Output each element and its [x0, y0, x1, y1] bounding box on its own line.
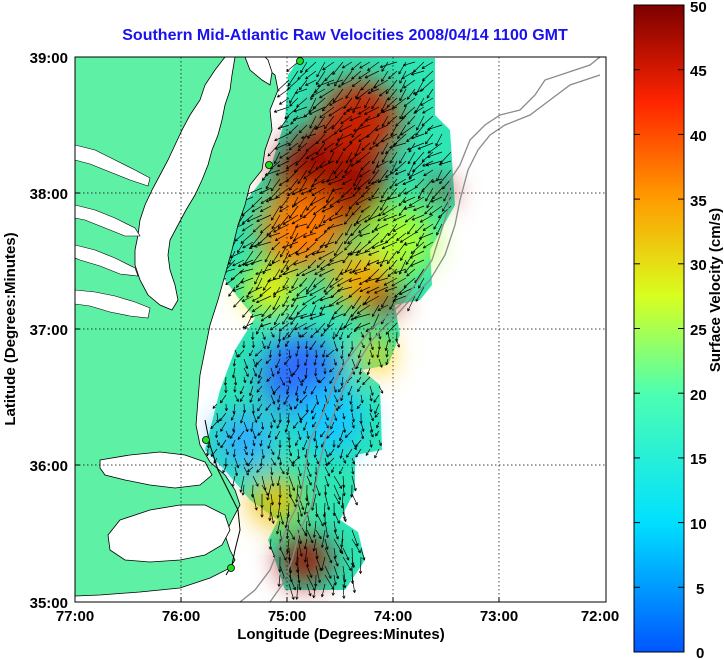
colorbar-tick-label: 25 — [690, 322, 707, 339]
y-tick-label: 37:00 — [30, 322, 68, 339]
velocity-blob — [357, 337, 393, 373]
x-tick-label: 77:00 — [56, 608, 94, 625]
colorbar-tick-label: 45 — [690, 63, 707, 80]
colorbar-ticks — [634, 4, 684, 653]
y-tick-label: 39:00 — [30, 50, 68, 67]
velocity-blob — [215, 410, 275, 470]
albemarle-sound — [99, 451, 213, 489]
x-tick-label: 72:00 — [581, 608, 619, 625]
hf-radar-stations — [202, 57, 304, 572]
x-tick-label: 74:00 — [374, 608, 412, 625]
velocity-blob — [364, 279, 400, 315]
potomac-river — [75, 144, 151, 187]
colorbar-label: Surface Velocity (cm/s) — [707, 208, 724, 372]
james-river — [75, 289, 151, 319]
rappahannock-river — [75, 204, 141, 237]
y-axis-ticks — [75, 56, 80, 603]
york-river — [75, 244, 139, 277]
colorbar-tick-label: 20 — [690, 387, 707, 404]
barrier-island — [204, 419, 241, 576]
station-marker — [265, 161, 273, 169]
chart-title: Southern Mid-Atlantic Raw Velocities 200… — [122, 27, 568, 44]
colorbar-tick-label: 40 — [690, 128, 707, 145]
isobath-contour — [269, 74, 601, 602]
y-tick-label: 35:00 — [30, 595, 68, 612]
isobath-contour — [239, 57, 601, 602]
velocity-field — [205, 58, 455, 600]
velocity-arrows — [205, 61, 452, 600]
colorbar-tick-label: 5 — [696, 581, 704, 598]
chesapeake-bay — [134, 57, 236, 311]
x-tick-label: 73:00 — [480, 608, 518, 625]
velocity-blob — [295, 385, 365, 455]
station-marker — [202, 436, 210, 444]
y-tick-label: 38:00 — [30, 186, 68, 203]
station-marker — [227, 564, 235, 572]
colorbar-tick-label: 10 — [690, 516, 707, 533]
colorbar-tick-label: 0 — [696, 645, 704, 659]
colorbar-tick-label: 15 — [690, 451, 707, 468]
velocity-blob — [250, 475, 300, 525]
colorbar-tick-label: 35 — [690, 193, 707, 210]
colorbar-tick-label: 30 — [690, 257, 707, 274]
x-axis-label: Longitude (Degrees:Minutes) — [237, 626, 445, 643]
velocity-blob — [365, 205, 435, 275]
colorbar — [633, 4, 685, 653]
grid-lines — [75, 57, 606, 602]
velocity-blob — [320, 80, 400, 160]
colorbar-tick-label: 50 — [690, 0, 707, 16]
x-axis-ticks — [74, 597, 607, 602]
x-tick-label: 76:00 — [162, 608, 200, 625]
pamlico-sound — [107, 504, 231, 563]
y-tick-label: 36:00 — [30, 458, 68, 475]
velocity-vectors — [205, 61, 452, 600]
y-axis-label: Latitude (Degrees:Minutes) — [2, 232, 19, 425]
x-tick-label: 75:00 — [268, 608, 306, 625]
plot-area — [75, 57, 601, 602]
station-marker — [296, 57, 304, 65]
